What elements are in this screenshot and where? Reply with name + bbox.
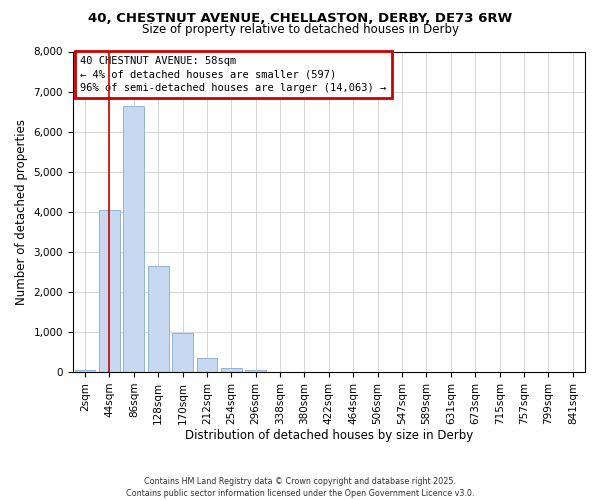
Bar bbox=[124, 106, 144, 372]
Text: Contains HM Land Registry data © Crown copyright and database right 2025.
Contai: Contains HM Land Registry data © Crown c… bbox=[126, 476, 474, 498]
Bar bbox=[197, 358, 217, 372]
Bar bbox=[148, 266, 169, 372]
Bar bbox=[172, 333, 193, 372]
Bar bbox=[221, 368, 242, 372]
Bar bbox=[245, 370, 266, 372]
Text: 40 CHESTNUT AVENUE: 58sqm
← 4% of detached houses are smaller (597)
96% of semi-: 40 CHESTNUT AVENUE: 58sqm ← 4% of detach… bbox=[80, 56, 387, 92]
Bar bbox=[99, 210, 120, 372]
X-axis label: Distribution of detached houses by size in Derby: Distribution of detached houses by size … bbox=[185, 430, 473, 442]
Y-axis label: Number of detached properties: Number of detached properties bbox=[15, 119, 28, 305]
Text: Size of property relative to detached houses in Derby: Size of property relative to detached ho… bbox=[142, 24, 458, 36]
Text: 40, CHESTNUT AVENUE, CHELLASTON, DERBY, DE73 6RW: 40, CHESTNUT AVENUE, CHELLASTON, DERBY, … bbox=[88, 12, 512, 26]
Bar bbox=[74, 370, 95, 372]
